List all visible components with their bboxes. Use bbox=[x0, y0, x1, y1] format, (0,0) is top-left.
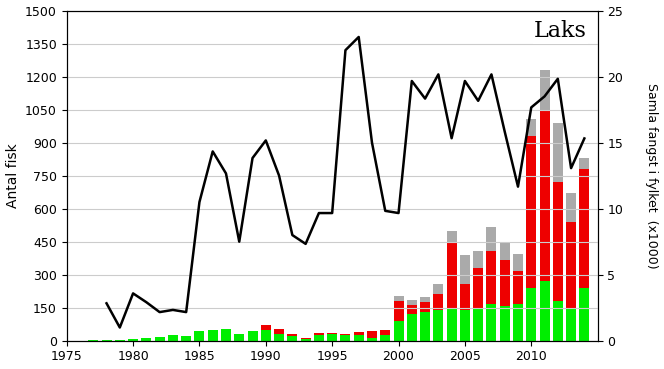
Bar bbox=[288, 334, 297, 336]
Bar bbox=[221, 329, 231, 341]
Bar bbox=[195, 331, 205, 341]
Bar bbox=[367, 331, 377, 338]
Bar bbox=[580, 158, 590, 169]
Bar bbox=[513, 271, 523, 304]
Bar bbox=[460, 284, 470, 310]
Bar bbox=[367, 338, 377, 341]
Bar bbox=[274, 329, 284, 334]
Bar bbox=[420, 297, 430, 303]
Bar bbox=[274, 334, 284, 341]
Bar bbox=[473, 268, 483, 308]
Y-axis label: Samla fangst i fylket  (x1000): Samla fangst i fylket (x1000) bbox=[645, 83, 659, 269]
Bar bbox=[473, 308, 483, 341]
Bar bbox=[580, 288, 590, 341]
Bar bbox=[314, 335, 324, 341]
Bar bbox=[155, 337, 165, 341]
Bar bbox=[341, 335, 351, 341]
Bar bbox=[420, 303, 430, 312]
Bar bbox=[407, 300, 417, 305]
Bar bbox=[527, 119, 537, 136]
Bar bbox=[394, 321, 404, 341]
Bar bbox=[141, 338, 151, 341]
Bar bbox=[434, 310, 444, 341]
Bar bbox=[327, 334, 337, 341]
Bar bbox=[88, 340, 98, 341]
Bar bbox=[500, 243, 510, 260]
Bar bbox=[327, 333, 337, 334]
Bar bbox=[513, 304, 523, 341]
Bar bbox=[500, 306, 510, 341]
Bar bbox=[553, 301, 563, 341]
Bar bbox=[540, 110, 550, 281]
Bar bbox=[314, 333, 324, 335]
Bar bbox=[540, 70, 550, 110]
Bar bbox=[407, 314, 417, 341]
Bar bbox=[261, 325, 271, 330]
Bar bbox=[168, 335, 178, 341]
Bar bbox=[566, 308, 576, 341]
Bar bbox=[580, 169, 590, 288]
Bar bbox=[527, 136, 537, 288]
Bar bbox=[380, 330, 390, 335]
Bar bbox=[566, 193, 576, 222]
Bar bbox=[128, 339, 138, 341]
Bar bbox=[288, 336, 297, 341]
Bar bbox=[527, 288, 537, 341]
Bar bbox=[460, 310, 470, 341]
Bar bbox=[473, 251, 483, 268]
Bar bbox=[234, 334, 244, 341]
Text: Laks: Laks bbox=[534, 20, 587, 42]
Bar bbox=[487, 251, 497, 304]
Bar bbox=[513, 254, 523, 271]
Bar bbox=[447, 308, 457, 341]
Bar bbox=[354, 335, 364, 341]
Bar bbox=[460, 255, 470, 284]
Bar bbox=[380, 335, 390, 341]
Bar bbox=[553, 123, 563, 182]
Bar bbox=[208, 330, 218, 341]
Bar bbox=[354, 332, 364, 335]
Bar bbox=[500, 260, 510, 306]
Bar bbox=[115, 340, 125, 341]
Bar bbox=[434, 294, 444, 310]
Bar bbox=[341, 334, 351, 335]
Bar bbox=[447, 231, 457, 242]
Bar bbox=[447, 242, 457, 308]
Y-axis label: Antal fisk: Antal fisk bbox=[5, 143, 19, 208]
Bar bbox=[487, 227, 497, 251]
Bar bbox=[301, 339, 311, 341]
Bar bbox=[181, 336, 191, 341]
Bar bbox=[420, 312, 430, 341]
Bar bbox=[434, 284, 444, 294]
Bar bbox=[553, 182, 563, 301]
Bar bbox=[394, 296, 404, 301]
Bar bbox=[261, 330, 271, 341]
Bar bbox=[394, 301, 404, 321]
Bar bbox=[487, 304, 497, 341]
Bar bbox=[407, 305, 417, 314]
Bar bbox=[540, 281, 550, 341]
Bar bbox=[102, 340, 112, 341]
Bar bbox=[248, 331, 258, 341]
Bar bbox=[301, 338, 311, 339]
Bar bbox=[566, 222, 576, 308]
